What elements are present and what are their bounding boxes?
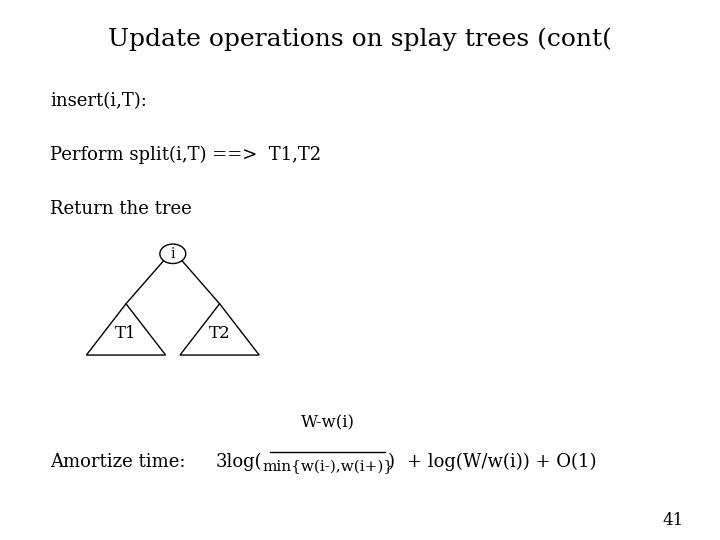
Text: min{w(i-),w(i+)}: min{w(i-),w(i+)} [262, 460, 393, 474]
Text: W-w(i): W-w(i) [301, 415, 355, 431]
Text: T1: T1 [115, 325, 137, 342]
Text: 3log(: 3log( [216, 453, 263, 471]
Text: Perform split(i,T) ==>  T1,T2: Perform split(i,T) ==> T1,T2 [50, 146, 322, 164]
Text: insert(i,T):: insert(i,T): [50, 92, 148, 110]
Text: Update operations on splay trees (cont(: Update operations on splay trees (cont( [108, 27, 612, 51]
Text: + log(W/w(i)) + O(1): + log(W/w(i)) + O(1) [407, 453, 596, 471]
Text: T2: T2 [209, 325, 230, 342]
Text: Return the tree: Return the tree [50, 200, 192, 218]
Text: Amortize time:: Amortize time: [50, 453, 186, 471]
Text: ): ) [387, 453, 395, 471]
Text: i: i [171, 247, 175, 261]
Text: 41: 41 [662, 512, 684, 529]
